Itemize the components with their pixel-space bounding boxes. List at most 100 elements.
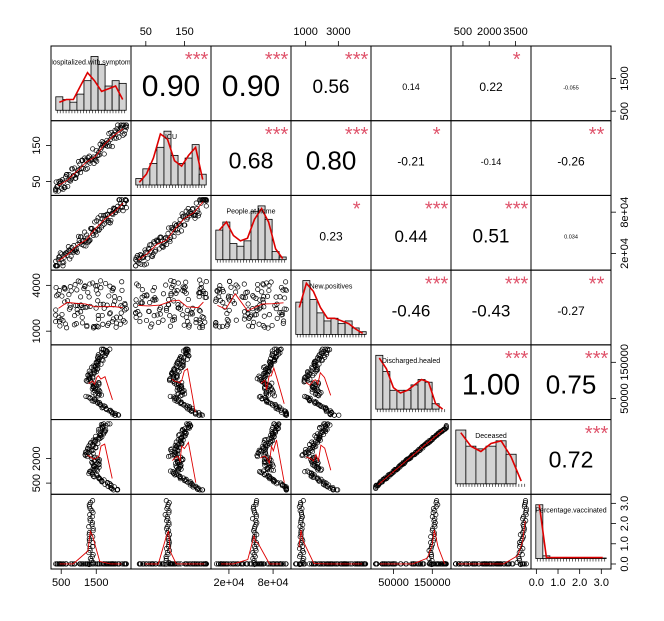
- scatter-point: [197, 325, 203, 331]
- scatter-point: [180, 312, 186, 318]
- scatter-point: [65, 244, 71, 250]
- correlation-value: -0.27: [557, 304, 585, 318]
- scatter-point: [74, 249, 80, 255]
- scatter-point: [240, 294, 246, 300]
- scatter-point: [260, 281, 266, 287]
- scatter-point: [150, 288, 156, 294]
- smooth-line: [306, 444, 332, 471]
- scatter-point: [256, 373, 262, 379]
- scatter-point: [194, 206, 200, 212]
- smooth-line: [171, 441, 197, 483]
- tick-label: 2e+04: [619, 238, 631, 269]
- scatter-point: [78, 294, 84, 300]
- correlation-value: 0.72: [549, 446, 594, 472]
- scatter-point: [101, 430, 107, 436]
- scatter-point: [167, 468, 174, 474]
- tick-label: 50000: [378, 577, 409, 589]
- scatter-point: [57, 288, 63, 294]
- scatter-point: [443, 425, 449, 431]
- scatter-point: [82, 283, 88, 289]
- density-curve: [138, 132, 204, 183]
- scatter-point: [309, 439, 315, 445]
- scatter-point: [265, 325, 271, 331]
- tick-label: 8e+04: [258, 577, 289, 589]
- scatter-point: [73, 246, 80, 252]
- scatter-point: [434, 561, 440, 567]
- histogram-bar: [465, 445, 477, 485]
- smooth-line: [378, 429, 444, 485]
- scatter-point: [103, 280, 109, 287]
- scatter-point: [213, 320, 219, 326]
- scatter-point: [255, 281, 261, 288]
- variable-label: People.at.home: [226, 209, 275, 216]
- scatter-point: [79, 314, 85, 321]
- scatter-point: [160, 317, 166, 323]
- scatter-point: [264, 293, 271, 299]
- significance-stars: ***: [505, 273, 529, 295]
- histogram-bar: [424, 381, 433, 410]
- scatter-point: [201, 315, 207, 321]
- scatter-point: [277, 294, 283, 300]
- scatter-point: [166, 522, 172, 528]
- scatter-point: [109, 144, 115, 150]
- scatter-point: [78, 309, 84, 315]
- scatter-point: [244, 289, 250, 295]
- scatter-point: [279, 309, 285, 315]
- scatter-point: [87, 303, 93, 309]
- scatter-point: [178, 228, 185, 234]
- scatter-point: [521, 524, 527, 530]
- scatter-point: [203, 291, 209, 297]
- significance-stars: ***: [265, 124, 289, 146]
- scatter-point: [324, 421, 330, 428]
- correlation-value: 0.14: [402, 82, 420, 92]
- scatter-point: [154, 312, 160, 318]
- scatter-point: [241, 316, 247, 322]
- scatter-point: [174, 387, 180, 393]
- histogram-bar: [403, 389, 412, 410]
- scatter-point: [75, 310, 81, 316]
- correlation-value: -0.21: [397, 155, 425, 169]
- scatter-point: [173, 445, 179, 451]
- scatter-point: [96, 429, 102, 435]
- scatter-point: [119, 279, 125, 285]
- scatter-point: [93, 397, 99, 403]
- scatter-point: [325, 346, 331, 352]
- scatter-point: [138, 261, 144, 267]
- scatter-point: [203, 294, 209, 301]
- significance-stars: ***: [505, 348, 529, 370]
- scatter-point: [163, 558, 169, 564]
- scatter-point: [306, 561, 312, 567]
- scatter-point: [100, 346, 106, 352]
- scatter-point: [183, 279, 189, 285]
- scatter-point: [260, 299, 267, 306]
- scatter-point: [311, 474, 317, 480]
- significance-stars: ***: [425, 199, 449, 221]
- density-curve: [218, 207, 284, 260]
- scatter-point: [105, 479, 111, 486]
- significance-stars: *: [433, 124, 441, 146]
- scatter-point: [196, 317, 202, 323]
- scatter-point: [87, 281, 93, 287]
- scatter-point: [184, 421, 190, 427]
- scatter-point: [113, 135, 119, 141]
- tick-label: 1000: [293, 26, 317, 38]
- correlation-value: -0.43: [472, 301, 511, 320]
- scatter-point: [160, 244, 166, 250]
- histogram-bar: [410, 384, 419, 410]
- scatter-point: [437, 561, 443, 567]
- scatter-point: [197, 320, 203, 326]
- scatter-point: [279, 311, 286, 317]
- scatter-point: [179, 426, 186, 433]
- scatter-point: [136, 561, 142, 567]
- scatter-point: [219, 323, 225, 329]
- scatter-point: [94, 472, 100, 479]
- scatter-point: [105, 421, 111, 427]
- scatter-point: [282, 295, 288, 301]
- scatter-point: [146, 308, 152, 315]
- scatter-point: [171, 234, 177, 240]
- scatter-point: [153, 297, 159, 303]
- scatter-point: [143, 317, 150, 324]
- scatter-point: [181, 355, 187, 361]
- histogram-bar: [83, 80, 92, 111]
